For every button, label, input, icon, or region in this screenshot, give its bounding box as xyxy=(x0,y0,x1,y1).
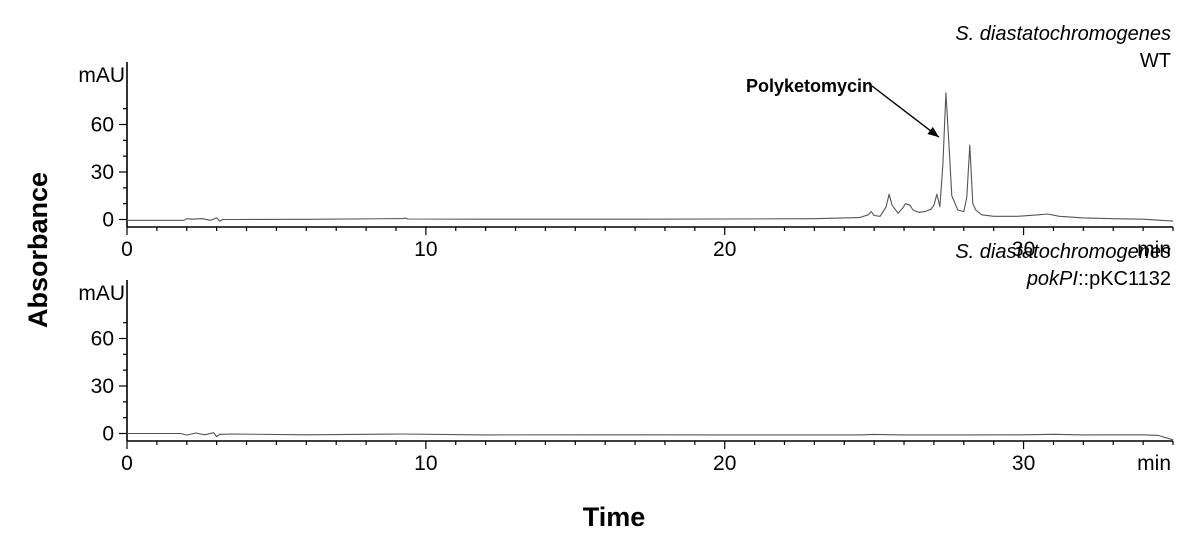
chromatogram-trace xyxy=(127,432,1174,441)
strain-species-label: S. diastatochromogenes xyxy=(955,241,1171,263)
y-tick-label: 60 xyxy=(91,114,114,137)
x-tick-label: 0 xyxy=(121,238,133,261)
x-tick-label: 30 xyxy=(1012,238,1035,261)
y-unit-label: mAU xyxy=(78,282,125,305)
x-tick-label: 20 xyxy=(713,238,736,261)
y-tick-label: 30 xyxy=(91,375,114,398)
x-tick-label: 20 xyxy=(713,452,736,475)
x-unit-label: min xyxy=(1137,452,1171,475)
y-tick-label: 0 xyxy=(102,209,114,232)
x-tick-label: 10 xyxy=(414,238,437,261)
x-unit-label: min xyxy=(1137,238,1171,261)
x-axis-title: Time xyxy=(583,502,646,532)
y-unit-label: mAU xyxy=(78,64,125,87)
chromatogram-trace xyxy=(127,92,1174,222)
arrowhead xyxy=(927,126,939,138)
chromatogram-panel-wt: 0 10 20 30 min 0 30 60 mAU S. diastatochromogenes… xyxy=(78,23,1174,261)
peak-annotation-label: Polyketomycin xyxy=(746,76,873,96)
x-tick-label: 30 xyxy=(1012,452,1035,475)
peak-annotation-arrow xyxy=(871,85,940,138)
strain-species-label: S. diastatochromogenes xyxy=(955,23,1171,45)
strain-genotype-label: pokPI::pKC1132 xyxy=(1026,268,1171,290)
y-axis-title: Absorbance xyxy=(23,172,53,328)
x-tick-label: 0 xyxy=(121,452,133,475)
x-tick-label: 10 xyxy=(414,452,437,475)
y-tick-label: 0 xyxy=(102,423,114,446)
y-tick-label: 30 xyxy=(91,161,114,184)
strain-genotype-label: WT xyxy=(1140,50,1171,72)
y-tick-label: 60 xyxy=(91,328,114,351)
chromatogram-panel-mutant: 0 10 20 30 min 0 30 60 mAU S. diastatochromogenes… xyxy=(78,241,1174,475)
